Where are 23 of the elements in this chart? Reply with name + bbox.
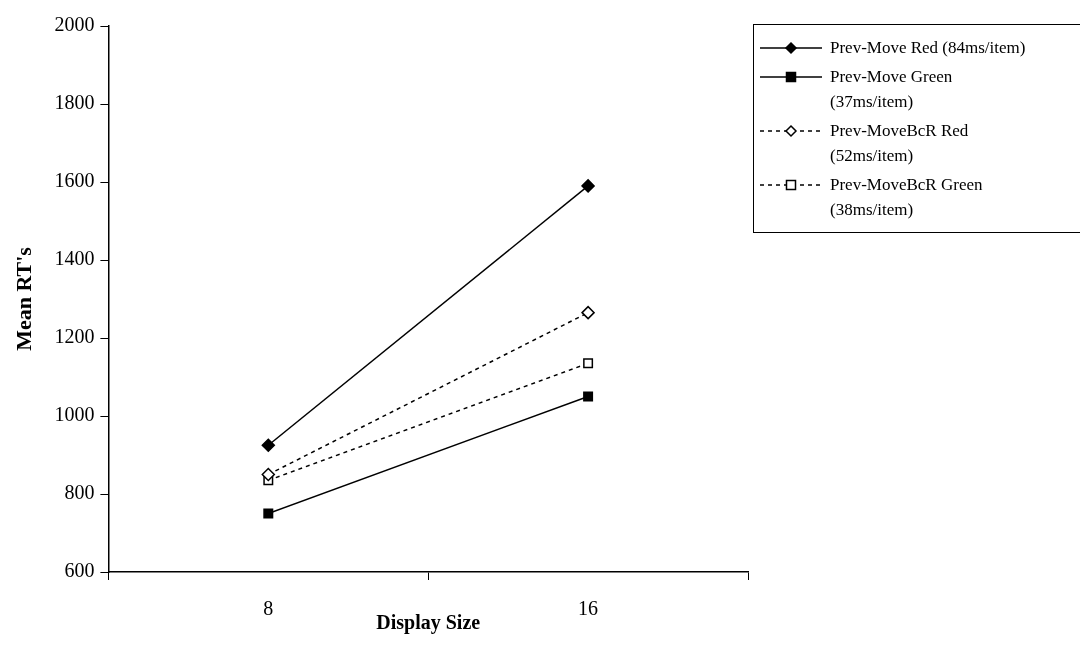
y-tick-label: 1000 (54, 403, 95, 426)
point (263, 508, 274, 519)
point (581, 305, 595, 320)
legend-label: Prev-Move Green (37ms/item) (830, 66, 954, 113)
y-tick-label: 1800 (54, 91, 95, 114)
y-axis-title: Mean RT's (10, 246, 36, 351)
y-tick-label: 1600 (54, 169, 95, 192)
y-tick-label: 1400 (54, 247, 95, 270)
point (261, 438, 276, 452)
y-tick-label: 600 (64, 559, 95, 582)
legend-label: Prev-MoveBcR Red (52ms/item) (830, 120, 970, 167)
y-tick-label: 800 (64, 481, 95, 504)
x-axis-title: Display Size (376, 611, 481, 635)
legend-label: Prev-MoveBcR Green (38ms/item) (830, 174, 984, 221)
point (583, 358, 594, 369)
y-tick-label: 2000 (54, 13, 95, 36)
y-tick-label: 1200 (54, 325, 95, 348)
x-tick-label: 8 (263, 597, 274, 620)
legend-label: Prev-Move Red (84ms/item) (830, 37, 1027, 59)
point (261, 467, 276, 482)
point (581, 179, 595, 193)
x-tick-label: 16 (578, 597, 599, 620)
point (583, 391, 594, 402)
